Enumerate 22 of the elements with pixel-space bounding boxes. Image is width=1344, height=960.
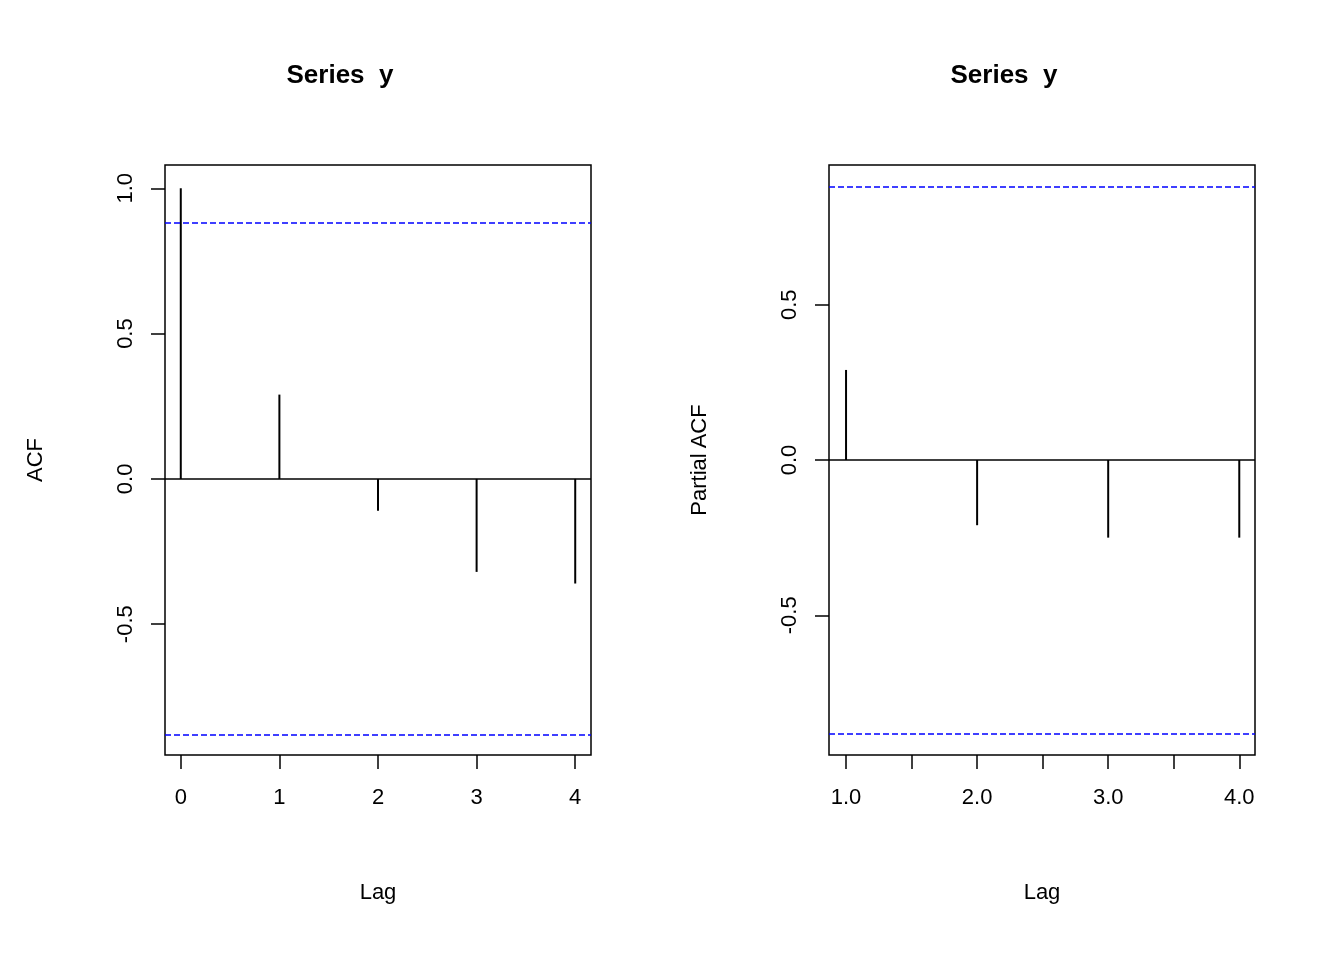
x-tick-label: 3.0 <box>1092 783 1124 809</box>
y-axis-title: Partial ACF <box>685 404 711 516</box>
y-tick-label: 0.0 <box>775 444 801 476</box>
y-tick-label: -0.5 <box>111 605 137 644</box>
chart-title: Series y <box>950 59 1059 89</box>
x-tick-label: 4 <box>569 783 582 809</box>
y-tick-label: 0.0 <box>111 463 137 495</box>
x-tick-label: 2.0 <box>961 783 993 809</box>
y-axis-title: ACF <box>21 438 47 482</box>
x-tick-label: 1 <box>273 783 286 809</box>
y-tick-label: 0.5 <box>775 289 801 321</box>
y-tick-label: 1.0 <box>111 172 137 204</box>
x-tick-label: 4.0 <box>1223 783 1255 809</box>
x-tick-label: 1.0 <box>830 783 862 809</box>
x-tick-label: 2 <box>371 783 385 809</box>
y-tick-label: 0.5 <box>111 318 137 349</box>
y-tick-label: -0.5 <box>775 596 801 635</box>
x-axis-title: Lag <box>1023 878 1061 904</box>
x-tick-label: 3 <box>470 783 483 809</box>
x-axis-title: Lag <box>359 878 397 904</box>
x-tick-label: 0 <box>174 783 187 809</box>
chart-title: Series y <box>286 59 395 89</box>
